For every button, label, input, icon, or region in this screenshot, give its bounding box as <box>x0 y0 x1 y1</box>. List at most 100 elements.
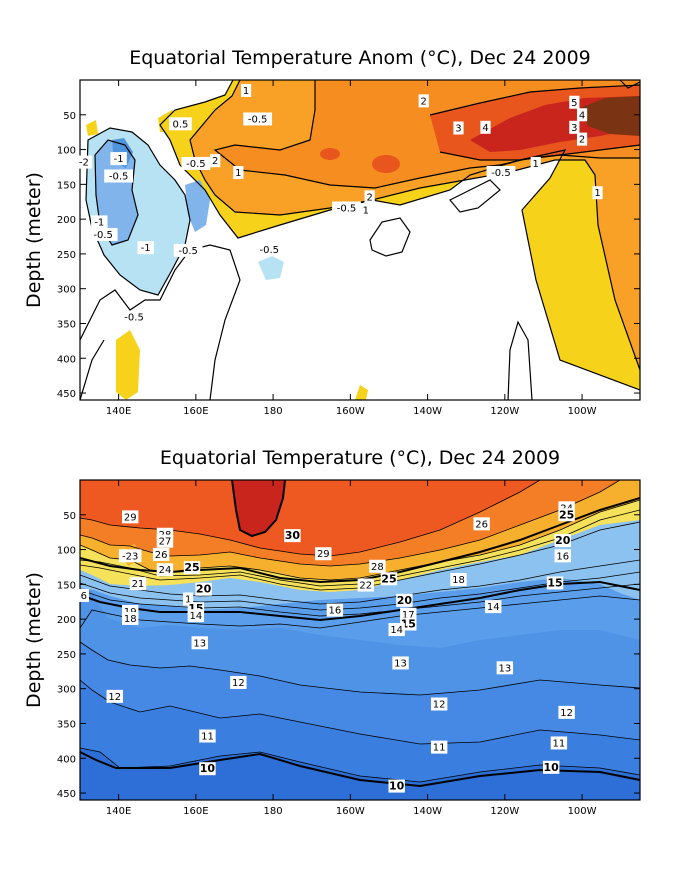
contour-label: 16 <box>554 549 571 563</box>
contour-label-bg <box>360 203 371 217</box>
y-tick-label: 300 <box>57 285 76 296</box>
anomaly-region-above-5 <box>580 96 640 136</box>
contour-label-bg <box>233 166 244 180</box>
contour-label-bg <box>104 169 134 183</box>
anomaly-blob-0.5-to-1 <box>86 120 98 136</box>
contour-label-bg <box>195 582 212 596</box>
anomaly-region-neg-0.5-to-1 <box>258 256 284 280</box>
y-tick-label: 400 <box>57 754 76 765</box>
contour-label: 10 <box>388 779 405 793</box>
y-tick-label: 50 <box>63 111 76 122</box>
contour-label-bg <box>530 156 541 170</box>
contour-label-text: 11 <box>553 738 566 749</box>
contour-label-bg <box>129 577 147 591</box>
contour-label-text: 1 <box>363 206 369 217</box>
contour-label-bg <box>78 588 89 602</box>
x-tick-label: 160E <box>183 406 208 417</box>
contour-label-bg <box>332 201 361 215</box>
contour-label-bg <box>392 656 409 670</box>
contour-label: 13 <box>392 656 409 670</box>
y-tick-label: 150 <box>57 180 76 191</box>
contour-label: 1 <box>183 592 194 606</box>
contour-label-bg <box>156 534 174 548</box>
y-tick-label: 100 <box>57 146 76 157</box>
contour-label: 29 <box>122 510 139 524</box>
contour-label: 10 <box>199 762 216 776</box>
y-tick-label: 350 <box>57 719 76 730</box>
contour-label-bg <box>183 561 201 575</box>
contour-label-bg <box>137 241 154 255</box>
anomaly-blob-0.5-to-1 <box>355 385 368 400</box>
contour-label-text: 1 <box>594 188 600 199</box>
contour-label: 21 <box>129 577 147 591</box>
contour-label-text: -0.5 <box>259 245 279 256</box>
contour-label-bg <box>240 83 252 97</box>
contour-label-bg <box>496 661 514 675</box>
temperature-panel: Equatorial Temperature (°C), Dec 24 2009… <box>23 447 641 817</box>
contour-label: -1 <box>110 152 127 166</box>
contour-label-text: -0.5 <box>124 313 144 324</box>
contour-label: 25 <box>183 561 201 575</box>
contour-label-bg <box>357 578 374 592</box>
contour-label-bg <box>326 603 344 617</box>
contour-label: -23 <box>118 549 142 563</box>
contour-label-text: 24 <box>159 565 172 576</box>
temperature-axes: 140E 160E 180 160W 140W 120W 100W 50 100 150 200 25… <box>57 480 640 817</box>
contour-label-text: 15 <box>547 576 562 589</box>
contour-label-text: 14 <box>487 602 500 613</box>
contour-label-bg <box>380 572 398 586</box>
contour-label: 20 <box>554 534 571 548</box>
contour-label-text: -0.5 <box>178 246 198 257</box>
contour-label-bg <box>450 572 467 586</box>
y-tick-label: 200 <box>57 615 76 626</box>
temperature-contour-labels: 29302827-2326242529282522212020262425201… <box>78 501 575 793</box>
contour-label: 25 <box>558 508 575 522</box>
contour-label-text: 27 <box>159 537 172 548</box>
y-tick-label: 150 <box>57 580 76 591</box>
contour-label-text: 2 <box>366 192 372 203</box>
contour-label-text: 25 <box>559 508 574 521</box>
contour-label: 16 <box>326 603 344 617</box>
y-tick-label: 450 <box>57 789 76 800</box>
y-tick-label: 300 <box>57 685 76 696</box>
x-tick-label: 180 <box>264 406 283 417</box>
contour-label-text: 6 <box>81 591 87 602</box>
contour-label-text: -0.5 <box>491 168 511 179</box>
contour-label: 20 <box>195 582 212 596</box>
contour-label-bg <box>485 600 502 614</box>
contour-label-text: 1 <box>243 86 249 97</box>
contour-label: 2 <box>210 154 221 168</box>
contour-label: 12 <box>558 705 575 719</box>
contour-label-text: 18 <box>124 614 137 625</box>
anomaly-field <box>80 80 640 400</box>
contour-label: 14 <box>187 609 205 623</box>
y-tick-label: 100 <box>57 546 76 557</box>
x-tick-label: 140E <box>106 806 131 817</box>
contour-label-text: 10 <box>389 780 405 793</box>
contour-label: -1 <box>137 241 154 255</box>
contour-label-text: -2 <box>79 158 89 169</box>
contour-label: 18 <box>122 611 139 625</box>
contour-label: 3 <box>453 121 464 135</box>
contour-label: 4 <box>480 120 491 134</box>
contour-label-bg <box>210 154 221 168</box>
contour-label-text: 5 <box>571 98 577 109</box>
contour-label: 29 <box>315 547 332 561</box>
x-tick-label: 140W <box>413 806 442 817</box>
temperature-y-axis-label: Depth (meter) <box>23 572 45 708</box>
contour-label-text: 12 <box>108 692 121 703</box>
contour-label: 11 <box>430 740 448 754</box>
contour-label-bg <box>554 549 571 563</box>
contour-label-bg <box>592 186 603 200</box>
x-tick-label: 100W <box>568 406 597 417</box>
contour-label: -0.5 <box>104 169 134 183</box>
contour-label-text: 2 <box>421 96 427 107</box>
contour-label-bg <box>118 549 142 563</box>
contour-label-text: 26 <box>155 550 168 561</box>
contour-label-bg <box>88 227 118 241</box>
anomaly-chart-title: Equatorial Temperature Anom (°C), Dec 24… <box>129 47 591 69</box>
contour-label-text: 13 <box>394 658 407 669</box>
contour-label-bg <box>243 112 273 126</box>
contour-label-bg <box>315 547 332 561</box>
